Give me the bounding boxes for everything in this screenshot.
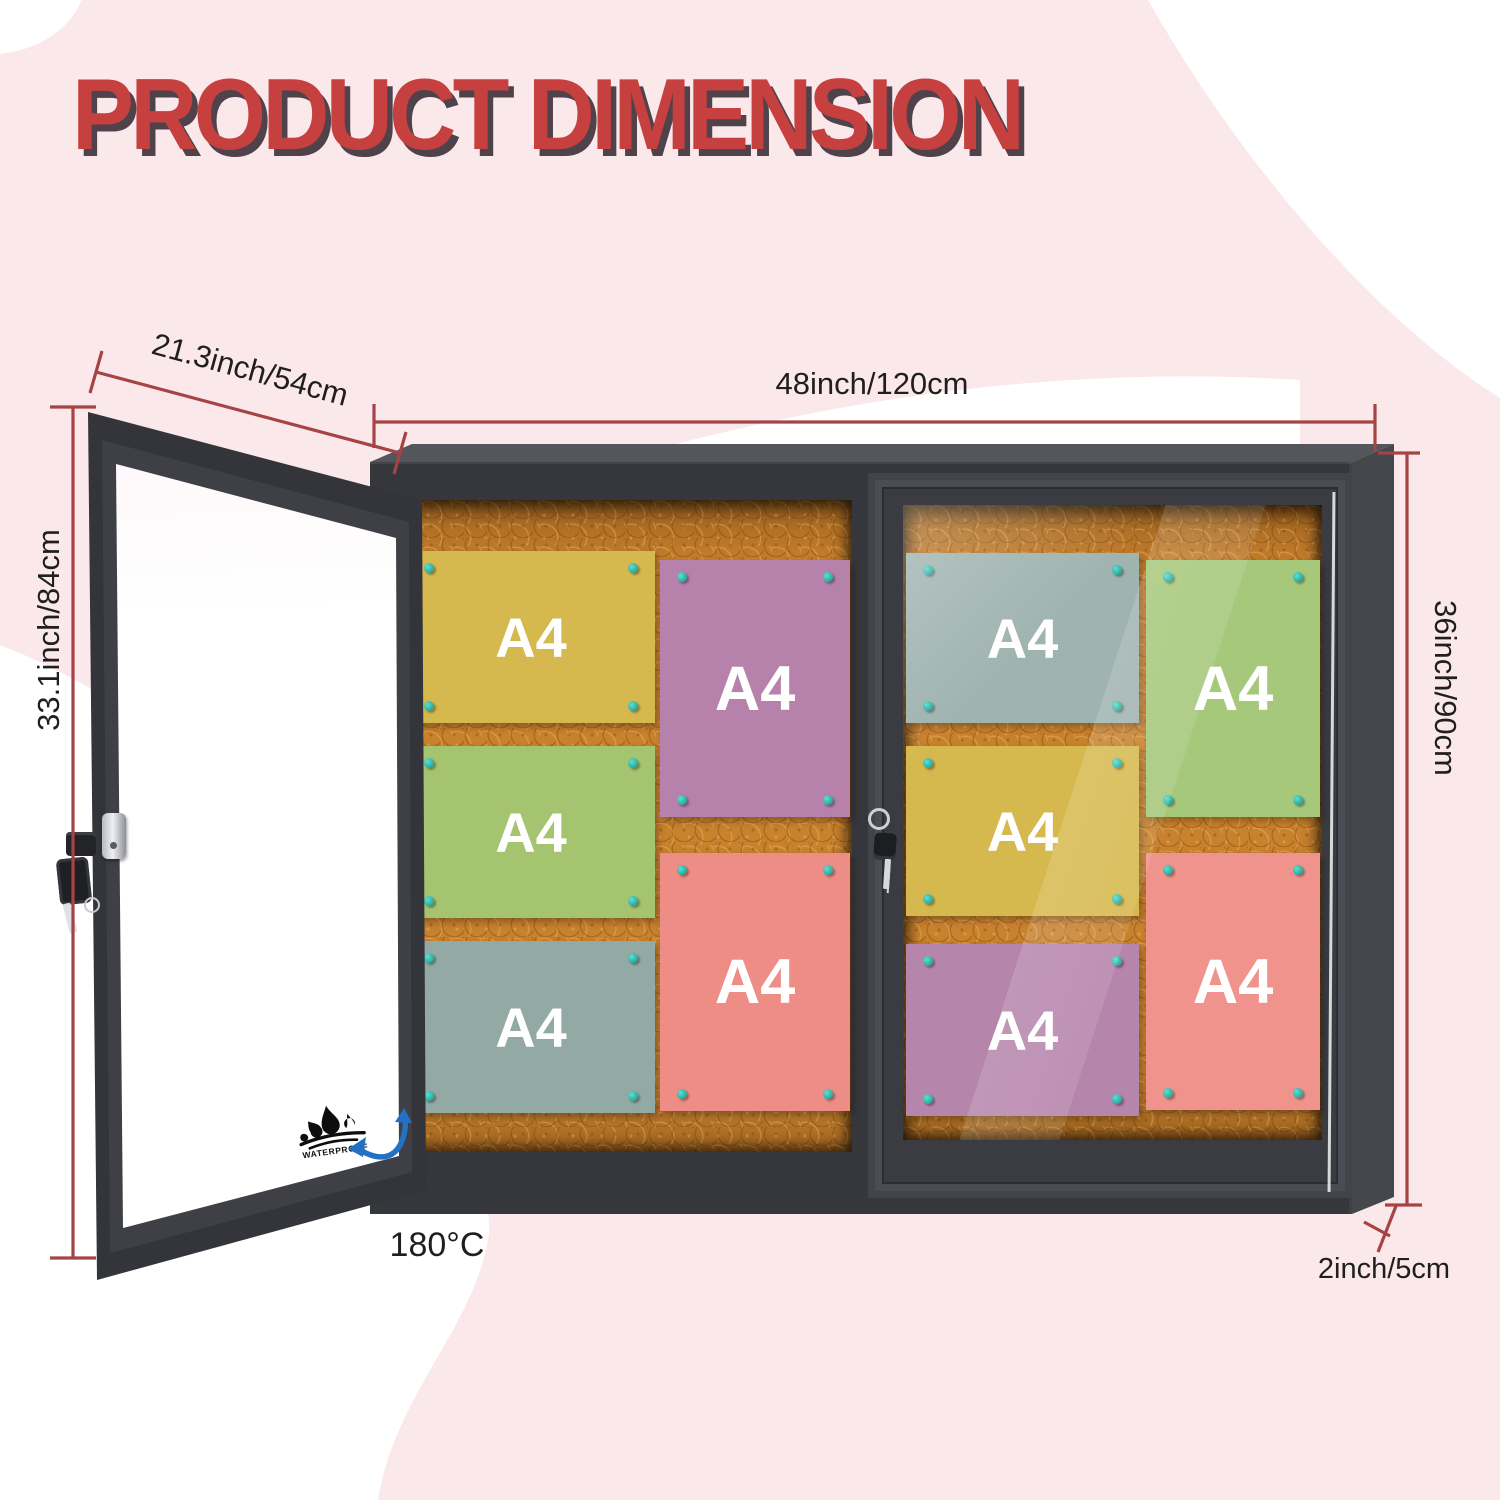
page-title: PRODUCT DIMENSION <box>72 59 1025 171</box>
push-pin-icon <box>424 1091 434 1101</box>
push-pin-icon <box>677 795 687 805</box>
a4-sheet: A4 <box>407 551 655 723</box>
a4-sheet-label: A4 <box>495 800 567 864</box>
a4-sheet: A4 <box>1146 560 1320 817</box>
dim-line-door-width <box>95 370 401 455</box>
push-pin-icon <box>424 896 434 906</box>
push-pin-icon <box>923 565 933 575</box>
dim-line-board-depth <box>1376 1205 1398 1253</box>
push-pin-icon <box>923 758 933 768</box>
push-pin-icon <box>677 572 687 582</box>
push-pin-icon <box>424 701 434 711</box>
push-pin-icon <box>628 563 638 573</box>
a4-sheet-label: A4 <box>1193 653 1274 725</box>
key-ring-icon <box>84 897 100 913</box>
push-pin-icon <box>1112 894 1122 904</box>
push-pin-icon <box>1163 865 1173 875</box>
door-lock-clasp <box>66 832 96 856</box>
a4-sheet: A4 <box>407 941 655 1113</box>
push-pin-icon <box>923 956 933 966</box>
push-pin-icon <box>923 701 933 711</box>
push-pin-icon <box>823 572 833 582</box>
a4-sheet: A4 <box>407 746 655 918</box>
push-pin-icon <box>1112 701 1122 711</box>
push-pin-icon <box>424 563 434 573</box>
a4-sheet-label: A4 <box>987 998 1059 1063</box>
door-height-label: 33.1inch/84cm <box>31 529 66 731</box>
push-pin-icon <box>823 795 833 805</box>
door-lock-cylinder <box>102 813 126 859</box>
a4-sheet: A4 <box>660 853 850 1111</box>
a4-sheet-label: A4 <box>495 995 567 1059</box>
water-splash-icon <box>299 1105 366 1150</box>
a4-sheet-label: A4 <box>1193 946 1274 1018</box>
push-pin-icon <box>923 1094 933 1104</box>
push-pin-icon <box>1112 1094 1122 1104</box>
push-pin-icon <box>1293 1088 1303 1098</box>
push-pin-icon <box>628 758 638 768</box>
a4-sheet-label: A4 <box>987 606 1059 671</box>
door-open-angle-label: 180°C <box>389 1226 485 1264</box>
push-pin-icon <box>823 865 833 875</box>
push-pin-icon <box>628 1091 638 1101</box>
push-pin-icon <box>1293 865 1303 875</box>
push-pin-icon <box>628 953 638 963</box>
a4-sheet-label: A4 <box>714 947 796 1017</box>
a4-sheet: A4 <box>906 553 1139 723</box>
a4-sheet: A4 <box>906 746 1139 916</box>
door-swing-arrow-icon <box>348 1108 412 1160</box>
a4-sheet-label: A4 <box>714 653 796 724</box>
push-pin-icon <box>1112 956 1122 966</box>
key-ring-icon <box>868 808 890 830</box>
push-pin-icon <box>823 1089 833 1099</box>
board-height-label: 36inch/90cm <box>1428 600 1463 776</box>
a4-sheet: A4 <box>660 560 850 817</box>
push-pin-icon <box>628 701 638 711</box>
push-pin-icon <box>1293 795 1303 805</box>
push-pin-icon <box>923 894 933 904</box>
a4-sheet-label: A4 <box>495 605 567 669</box>
push-pin-icon <box>1163 1088 1173 1098</box>
push-pin-icon <box>1163 795 1173 805</box>
a4-sheet-label: A4 <box>987 799 1059 864</box>
push-pin-icon <box>1112 758 1122 768</box>
a4-sheet: A4 <box>906 944 1139 1116</box>
push-pin-icon <box>1163 572 1173 582</box>
push-pin-icon <box>424 758 434 768</box>
push-pin-icon <box>1293 572 1303 582</box>
board-depth-label: 2inch/5cm <box>1317 1253 1451 1285</box>
push-pin-icon <box>424 953 434 963</box>
door-lock-keyhole <box>110 842 117 849</box>
push-pin-icon <box>1112 565 1122 575</box>
waterproof-badge: WATERPROOF <box>290 1099 376 1169</box>
right-door-glass <box>903 505 1322 1140</box>
board-width-label: 48inch/120cm <box>775 366 969 401</box>
a4-sheet: A4 <box>1146 853 1320 1110</box>
push-pin-icon <box>677 1089 687 1099</box>
push-pin-icon <box>628 896 638 906</box>
push-pin-icon <box>677 865 687 875</box>
